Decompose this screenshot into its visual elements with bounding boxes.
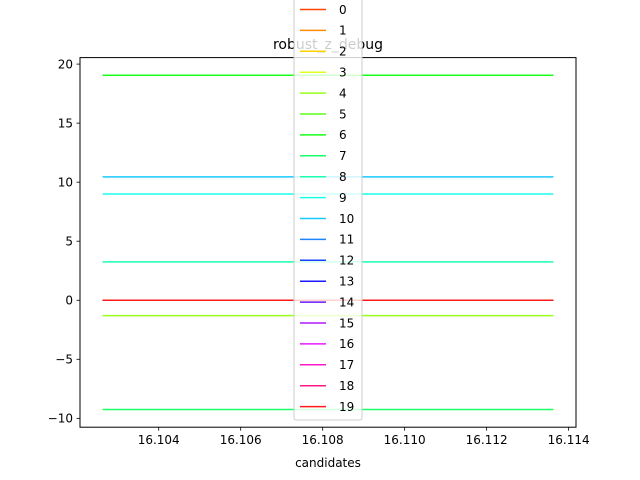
x-tick-label: 16.112 [466, 433, 508, 447]
legend-label-17: 17 [339, 358, 354, 372]
legend-label-10: 10 [339, 212, 354, 226]
y-tick-label: 20 [58, 57, 73, 71]
legend-label-7: 7 [339, 149, 347, 163]
legend-label-15: 15 [339, 316, 354, 330]
legend-label-0: 0 [339, 3, 347, 17]
legend-label-11: 11 [339, 233, 354, 247]
legend-label-8: 8 [339, 170, 347, 184]
x-tick-label: 16.114 [548, 433, 590, 447]
x-tick-label: 16.106 [220, 433, 262, 447]
legend-box [293, 0, 363, 421]
y-tick-label: 10 [58, 175, 73, 189]
y-tick-label: 15 [58, 116, 73, 130]
y-tick-label: −5 [55, 353, 73, 367]
x-axis-label: candidates [295, 456, 361, 470]
legend-label-14: 14 [339, 295, 354, 309]
legend-label-19: 19 [339, 400, 354, 414]
legend-label-2: 2 [339, 45, 347, 59]
x-tick-label: 16.110 [384, 433, 426, 447]
legend-label-9: 9 [339, 191, 347, 205]
legend-label-18: 18 [339, 379, 354, 393]
legend-label-4: 4 [339, 86, 347, 100]
legend-label-1: 1 [339, 24, 347, 38]
y-axis: −10 −5 0 5 10 15 20 [48, 57, 80, 426]
legend-label-3: 3 [339, 66, 347, 80]
y-tick-label: 5 [65, 235, 73, 249]
legend-label-12: 12 [339, 254, 354, 268]
x-tick-label: 16.104 [138, 433, 180, 447]
legend-label-5: 5 [339, 107, 347, 121]
x-axis: 16.104 16.106 16.108 16.110 16.112 16.114 [138, 427, 590, 447]
legend-label-16: 16 [339, 337, 354, 351]
y-tick-label: −10 [48, 412, 73, 426]
x-tick-label: 16.108 [302, 433, 344, 447]
y-tick-label: 0 [65, 294, 73, 308]
legend-label-6: 6 [339, 128, 347, 142]
legend-label-13: 13 [339, 275, 354, 289]
